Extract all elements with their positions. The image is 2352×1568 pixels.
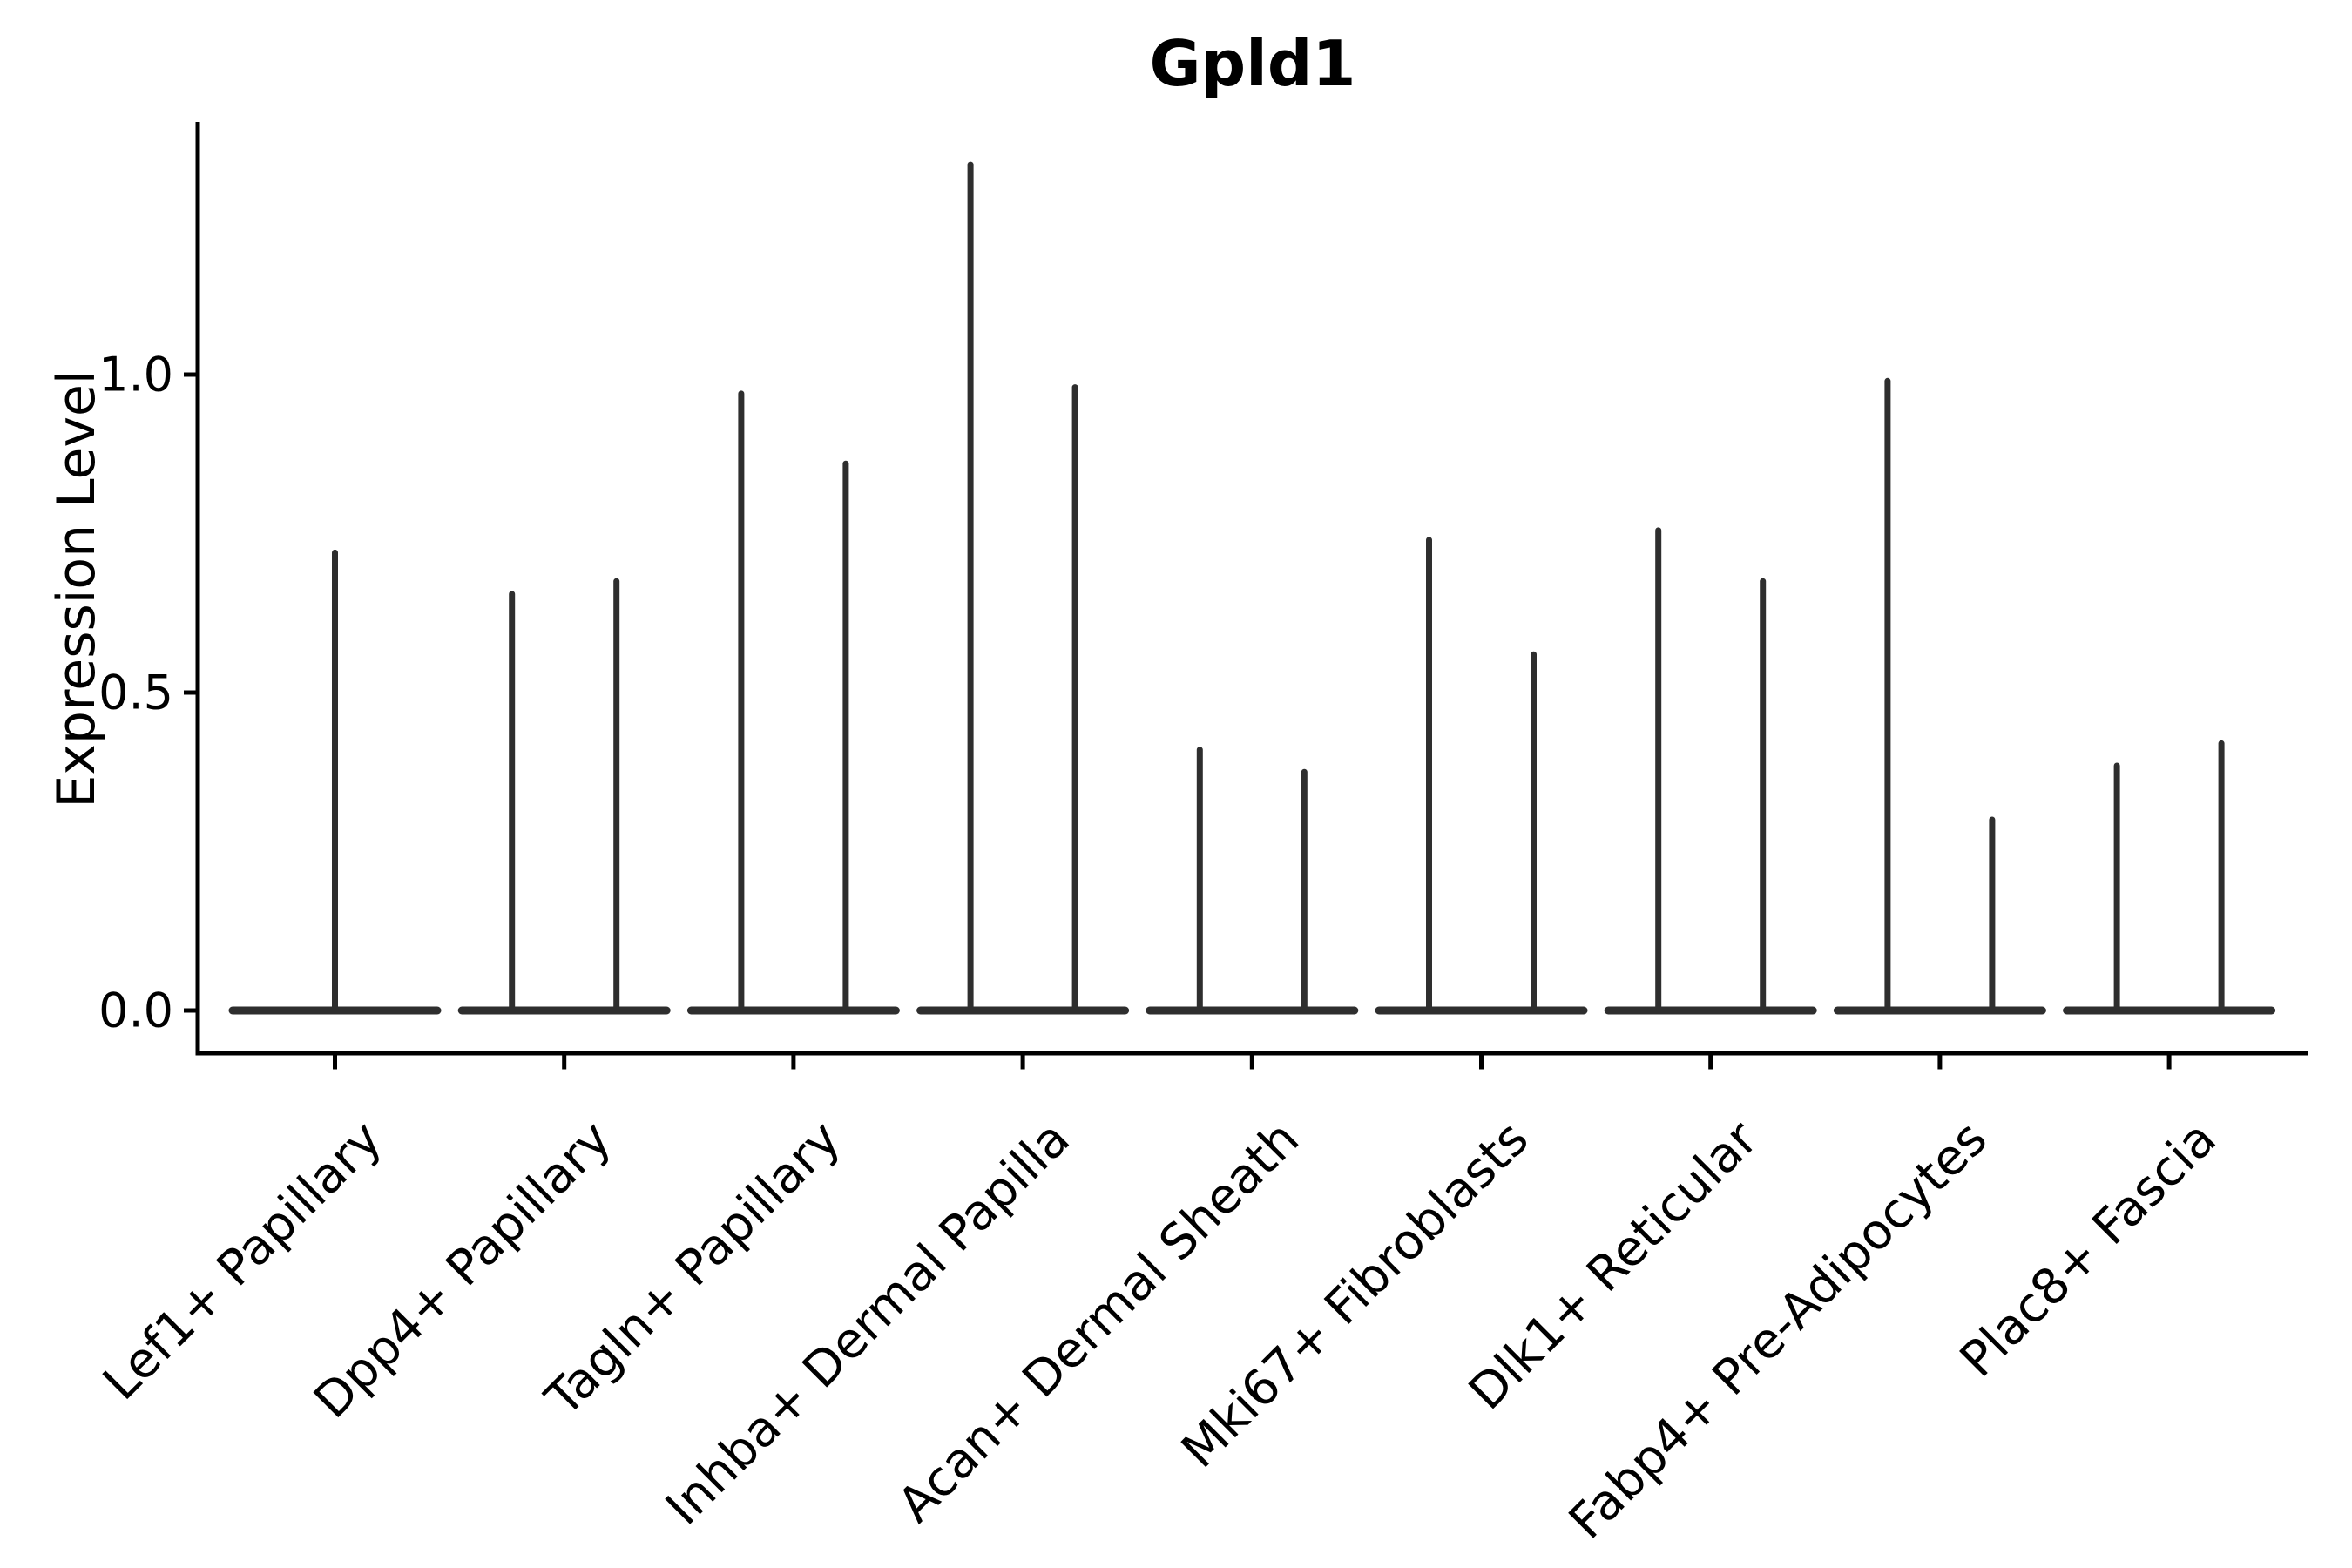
violin-base xyxy=(457,1006,671,1015)
violin-base xyxy=(1604,1006,1817,1015)
x-tick-label: Acan+ Dermal Sheath xyxy=(887,1111,1310,1534)
y-tick-label: 1.0 xyxy=(98,348,173,402)
violin-base xyxy=(1375,1006,1588,1015)
chart-title: Gpld1 xyxy=(1149,27,1356,100)
x-tick-label: Fabp4+ Pre-Adipocytes xyxy=(1558,1111,1998,1551)
violin-base xyxy=(2063,1006,2276,1015)
y-tick-label: 0.5 xyxy=(98,666,173,720)
violin-base xyxy=(1833,1006,2046,1015)
violin-base xyxy=(686,1006,900,1015)
y-tick-label: 0.0 xyxy=(98,983,173,1038)
violin-base xyxy=(916,1006,1130,1015)
x-tick-label: Inhba+ Dermal Papilla xyxy=(655,1111,1081,1537)
violin-base xyxy=(1146,1006,1359,1015)
